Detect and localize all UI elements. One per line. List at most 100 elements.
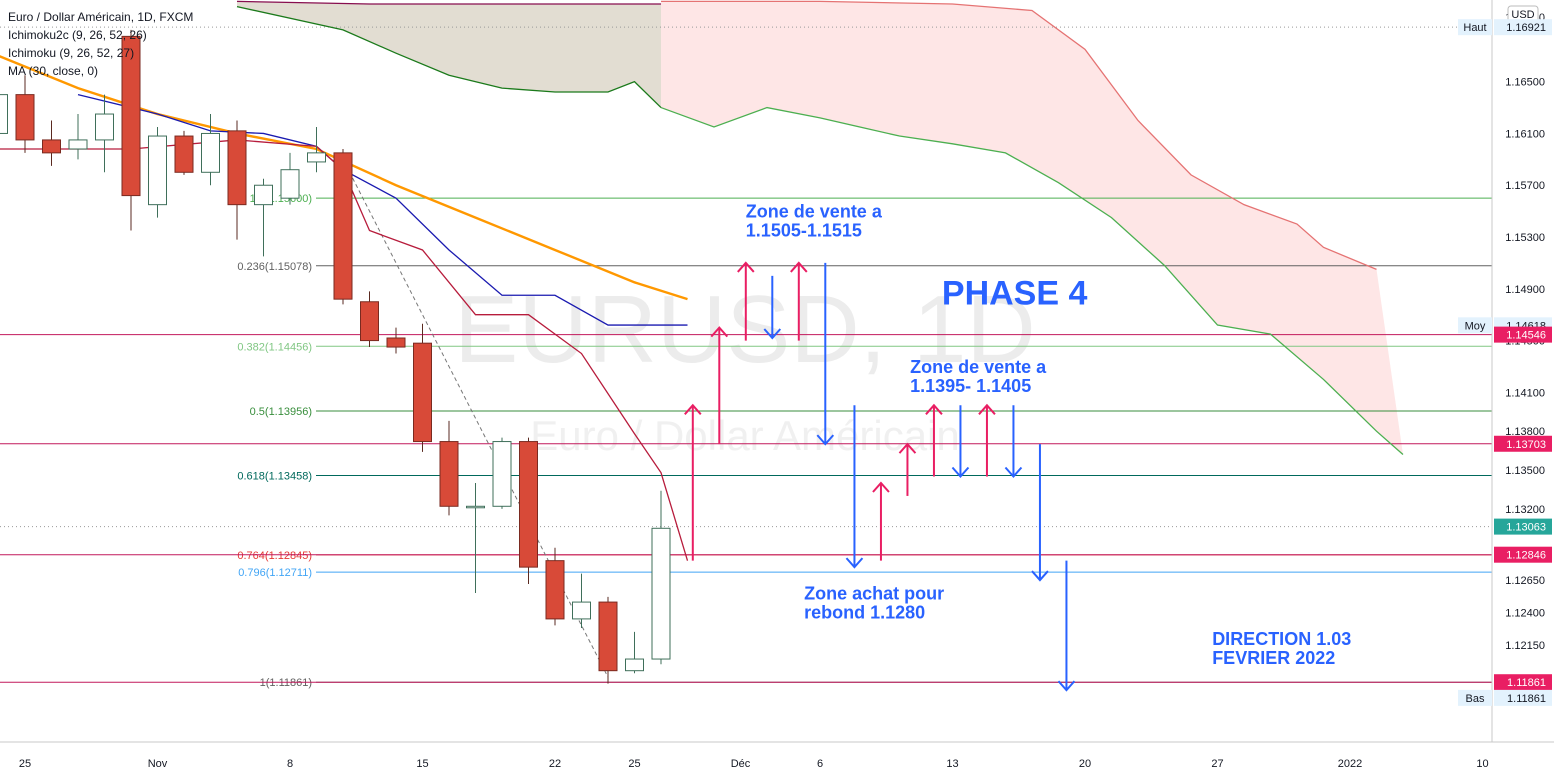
legend-indicator-ichimoku[interactable]: Ichimoku (9, 26, 52, 27) — [8, 46, 135, 60]
x-tick-12: 10 — [1476, 758, 1488, 770]
candle-24[interactable] — [625, 631, 644, 674]
candle-body — [386, 337, 406, 348]
candle-5[interactable] — [121, 29, 141, 231]
price-badge-2: 1.14546 — [1494, 326, 1552, 343]
candle-body — [545, 560, 565, 620]
candle-2[interactable] — [42, 120, 61, 166]
watermark-name: Euro / Dollar Américain — [530, 412, 960, 459]
candle-4[interactable] — [95, 94, 114, 173]
candle-20[interactable] — [519, 437, 538, 584]
annotation-0-line-0: Zone de vente a — [746, 202, 883, 222]
x-tick-10: 27 — [1211, 758, 1223, 770]
price-tag-box — [1458, 19, 1492, 36]
price-badge-box — [1494, 518, 1552, 535]
y-tick-13: 1.12150 — [1505, 640, 1545, 652]
candle-21[interactable] — [545, 547, 565, 626]
candle-body — [148, 135, 167, 206]
series-senkou-b — [660, 106, 1404, 455]
candle-10[interactable] — [254, 178, 273, 257]
x-tick-4: 22 — [549, 758, 561, 770]
arrow-head — [763, 328, 782, 340]
candle-body — [439, 441, 459, 507]
x-tick-2: 8 — [287, 758, 293, 770]
currency-badge[interactable]: USD — [1507, 5, 1539, 23]
arrow-head — [790, 261, 808, 273]
time-axis[interactable]: 25 Nov 8 15 22 25 Déc 6 13 20 27 2022 10 — [0, 741, 1554, 778]
candle-13[interactable] — [333, 148, 353, 305]
up-arrow-9 — [925, 403, 943, 477]
annotation-4-line-1: FEVRIER 2022 — [1212, 648, 1335, 668]
series-cloud-old-top — [236, 0, 661, 5]
candle-9[interactable] — [227, 120, 247, 240]
price-badge-box — [1494, 546, 1552, 563]
candle-17[interactable] — [439, 420, 459, 516]
arrow-head — [951, 466, 970, 479]
candle-8[interactable] — [201, 114, 220, 186]
candle-15[interactable] — [386, 327, 406, 354]
price-badge-box — [1494, 326, 1552, 343]
x-tick-11: 2022 — [1338, 758, 1362, 770]
candle-18[interactable] — [466, 482, 485, 594]
price-badge-3: 1.13703 — [1494, 435, 1552, 452]
candle-16[interactable] — [413, 323, 432, 452]
currency-label: USD — [1511, 9, 1534, 21]
candle-0[interactable] — [0, 69, 8, 173]
x-tick-1: Nov — [148, 758, 168, 770]
ichimoku-cloud-past — [237, 1, 661, 108]
candle-body — [227, 130, 247, 206]
candle-body — [201, 132, 220, 173]
price-badge-label: 1.12846 — [1506, 550, 1546, 562]
candle-14[interactable] — [360, 291, 379, 348]
price-badge-5: 1.12846 — [1494, 546, 1552, 563]
candle-19[interactable] — [492, 437, 512, 509]
legend-indicator-ichimoku2c[interactable]: Ichimoku2c (9, 26, 52, 26) — [8, 28, 147, 42]
fib-label-3: 0.5(1.13956) — [250, 406, 312, 418]
candle-body — [598, 601, 618, 672]
candle-11[interactable] — [280, 152, 300, 205]
candle-22[interactable] — [572, 573, 591, 628]
price-axis[interactable]: 1.170001.165001.161001.157001.153001.149… — [1458, 0, 1554, 742]
candle-body — [651, 527, 671, 660]
candle-3[interactable] — [68, 114, 88, 160]
x-tick-3: 15 — [416, 758, 428, 770]
arrow-head — [1057, 680, 1076, 692]
arrow-head — [816, 434, 835, 446]
y-tick-2: 1.16100 — [1505, 128, 1545, 140]
price-badge-0: 1.16921 Haut — [1458, 19, 1552, 36]
y-tick-9: 1.13500 — [1505, 465, 1545, 477]
fib-label-6: 0.796(1.12711) — [238, 567, 312, 579]
y-tick-7: 1.14100 — [1505, 387, 1545, 399]
candle-1[interactable] — [15, 75, 35, 153]
candle-body — [360, 301, 379, 342]
fib-label-2: 0.382(1.14456) — [237, 341, 312, 353]
up-arrow-4 — [790, 261, 808, 341]
y-tick-4: 1.15300 — [1505, 232, 1545, 244]
candle-25[interactable] — [651, 490, 671, 665]
candle-body — [68, 139, 88, 150]
candle-body — [0, 94, 8, 134]
price-badge-label: 1.14546 — [1506, 330, 1546, 342]
down-arrow-10 — [951, 405, 970, 479]
candle-body — [572, 601, 591, 620]
price-badge-7: 1.11861 Bas — [1458, 689, 1552, 706]
candle-7[interactable] — [174, 130, 194, 175]
price-tag-label: Haut — [1463, 22, 1486, 34]
candle-body — [280, 169, 300, 199]
candle-body — [95, 113, 114, 141]
fib-label-5: 0.764(1.12845) — [237, 550, 312, 562]
up-arrow-0 — [684, 403, 702, 561]
candle-body — [466, 505, 485, 509]
annotation-3-line-0: Zone achat pour — [804, 583, 944, 603]
candle-6[interactable] — [148, 126, 167, 218]
series-senkou-a — [661, 0, 1377, 270]
annotation-2-line-0: Zone de vente a — [910, 357, 1047, 377]
candle-12[interactable] — [307, 126, 326, 173]
price-badge-box — [1494, 689, 1552, 706]
x-tick-5: 25 — [628, 758, 640, 770]
candle-23[interactable] — [598, 596, 618, 684]
legend-indicator-ma[interactable]: MA (30, close, 0) — [8, 64, 99, 78]
price-badge-label: 1.11861 — [1507, 677, 1546, 689]
series-ma-30-close-0- — [0, 55, 688, 301]
